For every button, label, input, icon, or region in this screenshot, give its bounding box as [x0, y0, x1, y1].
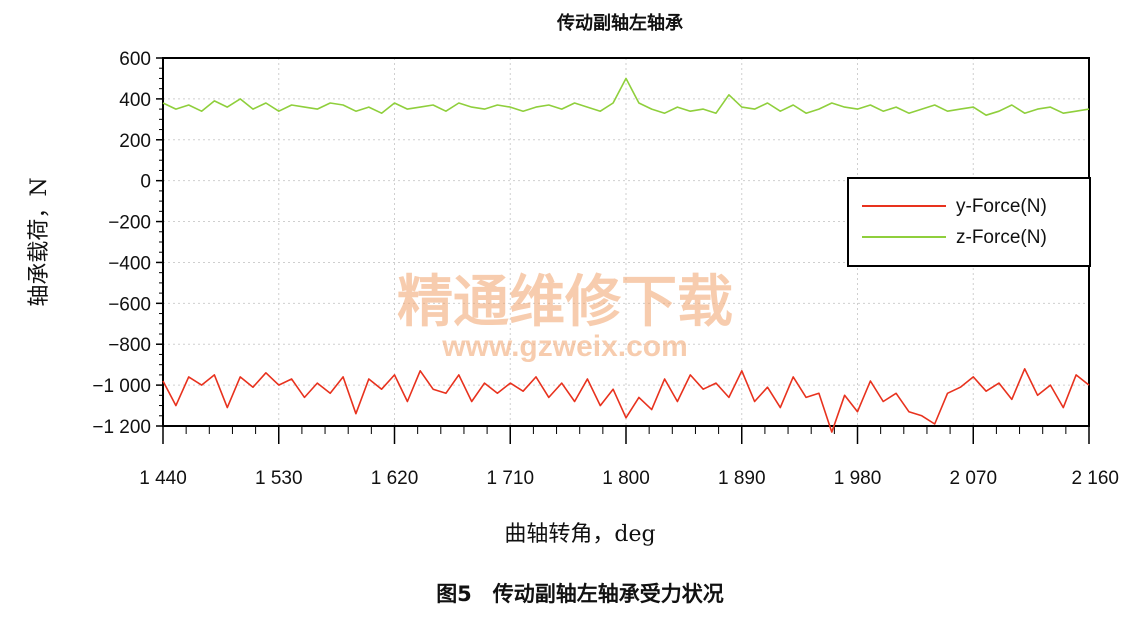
y-tick-label: 200	[119, 131, 151, 152]
y-tick-label: −1 200	[92, 417, 151, 438]
x-tick-label: 1 440	[139, 468, 187, 489]
y-tick-label: −1 000	[92, 376, 151, 397]
x-axis-label: 曲轴转角，deg	[504, 522, 655, 547]
watermark-cn: 精通维修下载	[397, 270, 733, 335]
x-tick-label: 1 800	[602, 468, 650, 489]
y-tick-label: 400	[119, 90, 151, 111]
x-tick-label: 1 620	[371, 468, 419, 489]
y-axis: 600 400 200 0 −200 −400 −600 −800 −1 000 −1 200	[92, 49, 163, 438]
y-tick-label: −200	[108, 213, 151, 234]
chart-title: 传动副轴左轴承	[556, 12, 684, 34]
legend-label-y-force: y-Force(N)	[956, 196, 1047, 217]
figure-caption: 图5 传动副轴左轴承受力状况	[436, 582, 724, 606]
x-tick-label: 2 160	[1071, 468, 1119, 489]
y-tick-label: −400	[108, 253, 151, 274]
x-tick-label: 2 070	[949, 468, 997, 489]
y-tick-label: 600	[119, 49, 151, 70]
y-axis-label: 轴承载荷，N	[27, 177, 52, 306]
series-lines	[162, 77, 1090, 433]
x-tick-label: 1 980	[834, 468, 882, 489]
x-tick-label: 1 890	[718, 468, 766, 489]
series-line-y-force	[162, 367, 1090, 433]
legend-box	[847, 177, 1091, 267]
x-tick-label: 1 710	[486, 468, 534, 489]
series-line-z-force	[162, 77, 1090, 116]
legend-label-z-force: z-Force(N)	[956, 227, 1047, 248]
y-tick-label: −800	[108, 335, 151, 356]
y-tick-label: −600	[108, 294, 151, 315]
y-tick-label: 0	[140, 172, 151, 193]
x-tick-label: 1 530	[255, 468, 303, 489]
legend: y-Force(N) z-Force(N)	[847, 177, 1091, 267]
watermark-url: www.gzweix.com	[441, 330, 688, 363]
x-axis: 1 440 1 530 1 620 1 710 1 800 1 890 1 980 2 070…	[139, 426, 1119, 489]
